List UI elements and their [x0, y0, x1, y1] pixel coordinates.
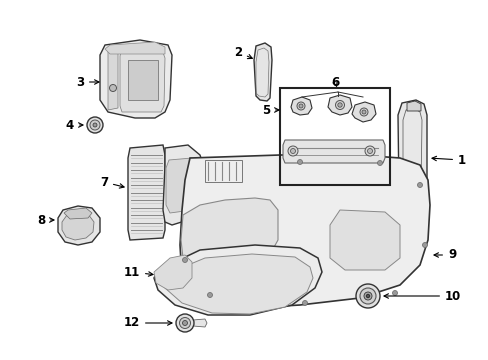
Polygon shape: [283, 140, 384, 163]
Bar: [280, 88, 389, 185]
Circle shape: [355, 284, 379, 308]
Circle shape: [297, 159, 302, 165]
Circle shape: [93, 123, 97, 127]
Circle shape: [176, 314, 194, 332]
Circle shape: [359, 108, 367, 116]
Text: 12: 12: [123, 316, 172, 329]
Circle shape: [367, 149, 372, 153]
Polygon shape: [406, 101, 420, 111]
Text: 11: 11: [123, 266, 153, 279]
Circle shape: [361, 110, 365, 114]
Polygon shape: [58, 206, 100, 245]
Circle shape: [359, 288, 375, 304]
Circle shape: [182, 257, 187, 262]
Circle shape: [287, 146, 297, 156]
Circle shape: [417, 183, 422, 188]
Polygon shape: [163, 145, 204, 225]
Text: 1: 1: [431, 153, 465, 166]
Polygon shape: [397, 100, 426, 212]
Circle shape: [179, 318, 190, 328]
Circle shape: [377, 161, 382, 166]
Polygon shape: [128, 145, 164, 240]
Text: 10: 10: [383, 289, 460, 302]
Polygon shape: [253, 43, 271, 101]
Circle shape: [109, 85, 116, 91]
Polygon shape: [290, 97, 311, 115]
Polygon shape: [62, 212, 94, 240]
Polygon shape: [351, 102, 375, 122]
Text: 3: 3: [76, 76, 99, 89]
Polygon shape: [327, 95, 351, 115]
Polygon shape: [154, 245, 321, 315]
Polygon shape: [154, 255, 192, 290]
Circle shape: [422, 243, 427, 248]
Circle shape: [302, 301, 307, 306]
Text: 7: 7: [100, 176, 124, 189]
Circle shape: [87, 117, 103, 133]
Polygon shape: [128, 60, 158, 100]
Polygon shape: [120, 48, 164, 112]
Polygon shape: [162, 254, 312, 314]
Polygon shape: [180, 155, 429, 308]
Circle shape: [337, 103, 342, 107]
Circle shape: [207, 292, 212, 297]
Text: 6: 6: [330, 76, 339, 89]
Circle shape: [335, 100, 344, 109]
Polygon shape: [181, 198, 278, 278]
Circle shape: [392, 291, 397, 296]
Polygon shape: [165, 158, 200, 213]
Text: 5: 5: [261, 104, 279, 117]
Text: 2: 2: [233, 45, 252, 59]
Polygon shape: [105, 42, 164, 54]
Circle shape: [290, 149, 295, 153]
Circle shape: [366, 294, 369, 297]
Polygon shape: [193, 319, 206, 327]
Polygon shape: [108, 48, 118, 110]
Circle shape: [364, 146, 374, 156]
Circle shape: [90, 120, 100, 130]
Circle shape: [182, 320, 187, 325]
Circle shape: [363, 292, 371, 300]
Polygon shape: [64, 208, 92, 219]
Text: 8: 8: [37, 213, 54, 226]
Circle shape: [298, 104, 303, 108]
Polygon shape: [329, 210, 399, 270]
Text: 9: 9: [433, 248, 455, 261]
Circle shape: [296, 102, 305, 110]
Polygon shape: [100, 40, 172, 118]
Text: 4: 4: [65, 118, 83, 131]
